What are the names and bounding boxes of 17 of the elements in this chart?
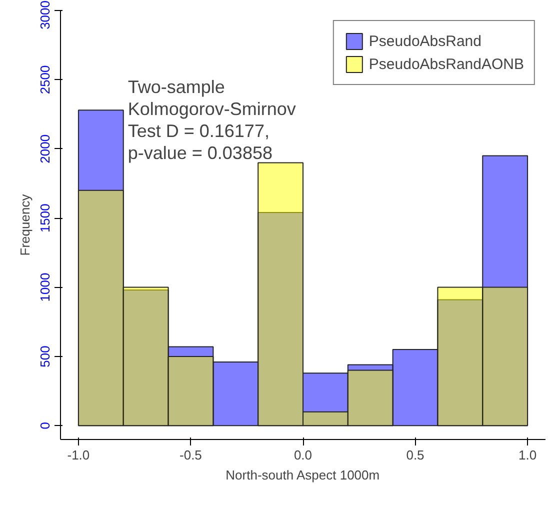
legend-label: PseudoAbsRandAONB bbox=[368, 56, 524, 72]
x-tick-label: 0.0 bbox=[294, 448, 312, 462]
y-tick-label: 3000 bbox=[38, 0, 52, 30]
y-tick-label: 0 bbox=[38, 422, 52, 430]
y-tick-label: 2000 bbox=[38, 134, 52, 164]
x-tick-label: 1.0 bbox=[518, 448, 537, 462]
y-tick-label: 1500 bbox=[38, 204, 52, 233]
annotation: Two-sample Kolmogorov-Smirnov Test D = 0.16177, p-value = 0.03858 bbox=[128, 76, 296, 163]
x-tick-label: -0.5 bbox=[180, 448, 202, 462]
y-tick-label: 1000 bbox=[38, 272, 52, 302]
x-tick-label: -1.0 bbox=[67, 448, 90, 462]
y-axis-title: Frequency bbox=[18, 194, 32, 256]
y-tick-label: 2500 bbox=[38, 65, 52, 94]
x-tick-label: 0.5 bbox=[406, 448, 424, 462]
y-tick-label: 500 bbox=[38, 346, 52, 368]
legend-label: PseudoAbsRand bbox=[368, 32, 482, 50]
x-axis-title: North-south Aspect 1000m bbox=[226, 468, 380, 482]
